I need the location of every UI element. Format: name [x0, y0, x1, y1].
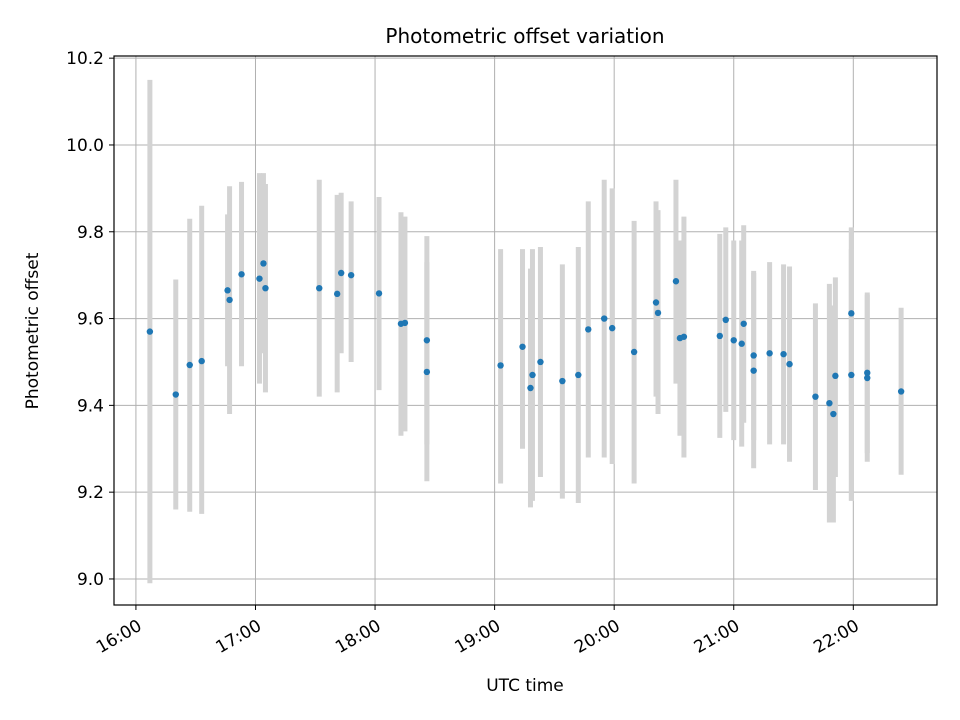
data-point — [672, 278, 680, 285]
data-point — [830, 410, 837, 418]
data-point — [864, 374, 871, 382]
data-point — [601, 315, 608, 322]
x-axis-label: UTC time — [486, 676, 564, 696]
data-point — [630, 348, 638, 356]
data-point — [730, 337, 737, 344]
data-point — [337, 269, 345, 277]
data-point — [375, 290, 383, 297]
y-tick-label: 9.4 — [77, 396, 104, 416]
data-point — [226, 296, 233, 304]
data-point — [716, 332, 723, 340]
data-point — [146, 328, 154, 335]
data-point — [347, 271, 355, 279]
plot-frame — [113, 55, 938, 606]
data-point — [585, 326, 592, 333]
y-axis-ticks: 9.0 9.2 9.4 9.6 9.8 10.0 10.2 — [66, 49, 114, 590]
data-point — [262, 284, 269, 292]
data-point — [559, 377, 566, 385]
data-points — [146, 260, 905, 418]
y-tick-label: 9.6 — [77, 310, 104, 330]
data-point — [333, 290, 341, 298]
data-point — [316, 284, 323, 292]
grid — [114, 56, 937, 605]
data-point — [497, 362, 504, 369]
y-tick-label: 9.0 — [77, 570, 104, 590]
data-point — [260, 260, 267, 267]
data-point — [750, 367, 757, 374]
data-point — [832, 372, 839, 380]
data-point — [537, 358, 544, 366]
chart-title: Photometric offset variation — [385, 24, 664, 48]
y-tick-label: 10.2 — [66, 49, 104, 69]
data-point — [423, 368, 431, 376]
data-point — [575, 371, 582, 379]
data-point — [423, 337, 431, 344]
data-point — [238, 271, 245, 278]
data-point — [198, 357, 205, 365]
data-point — [738, 340, 745, 347]
y-tick-label: 9.2 — [77, 483, 104, 503]
data-point — [224, 287, 231, 294]
data-point — [654, 309, 662, 317]
data-point — [740, 320, 747, 327]
data-point — [750, 352, 757, 359]
y-tick-label: 10.0 — [66, 136, 104, 156]
data-point — [608, 324, 616, 332]
data-point — [527, 384, 534, 392]
data-point — [812, 393, 819, 400]
data-point — [680, 333, 688, 340]
data-point — [848, 310, 855, 317]
data-point — [401, 319, 409, 327]
data-point — [722, 316, 729, 324]
data-point — [826, 399, 833, 407]
data-point — [256, 275, 263, 282]
data-point — [529, 371, 536, 379]
y-tick-label: 9.8 — [77, 223, 104, 243]
data-point — [864, 369, 871, 377]
y-axis-label: Photometric offset — [23, 252, 43, 409]
data-point — [786, 360, 793, 368]
data-point — [897, 388, 905, 395]
data-point — [848, 371, 855, 379]
data-point — [652, 299, 660, 306]
data-point — [766, 350, 773, 357]
data-point — [186, 361, 193, 369]
data-point — [519, 343, 526, 350]
data-point — [172, 391, 179, 398]
data-point — [780, 350, 787, 358]
